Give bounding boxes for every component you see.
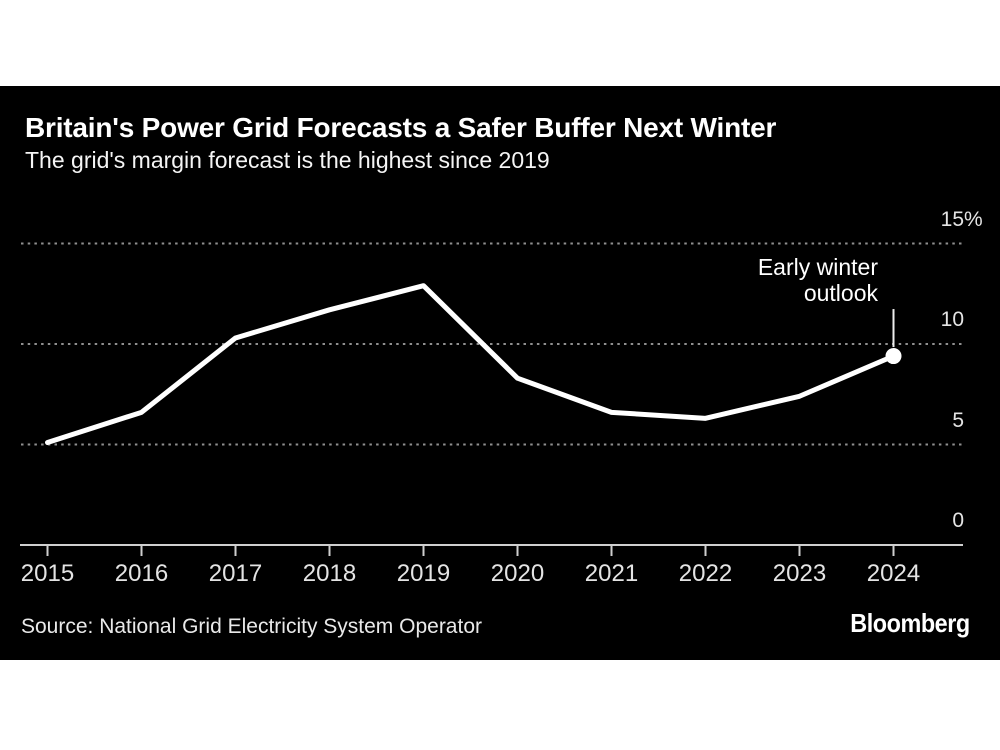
annotation-line-1: Early winter xyxy=(757,254,878,280)
chart-title: Britain's Power Grid Forecasts a Safer B… xyxy=(25,112,777,143)
annotation-early-winter-outlook: Early winter outlook xyxy=(758,254,878,306)
latest-point-marker xyxy=(885,348,902,365)
chart-subtitle: The grid's margin forecast is the highes… xyxy=(25,147,550,173)
margin-forecast-line xyxy=(45,283,896,445)
bloomberg-chart-card: Britain's Power Grid Forecasts a Safer B… xyxy=(0,86,1000,660)
annotation-line-2: outlook xyxy=(803,280,878,306)
source-note: Source: National Grid Electricity System… xyxy=(21,615,482,638)
bloomberg-logo: Bloomberg xyxy=(850,608,971,638)
line-chart-plot xyxy=(20,242,963,556)
